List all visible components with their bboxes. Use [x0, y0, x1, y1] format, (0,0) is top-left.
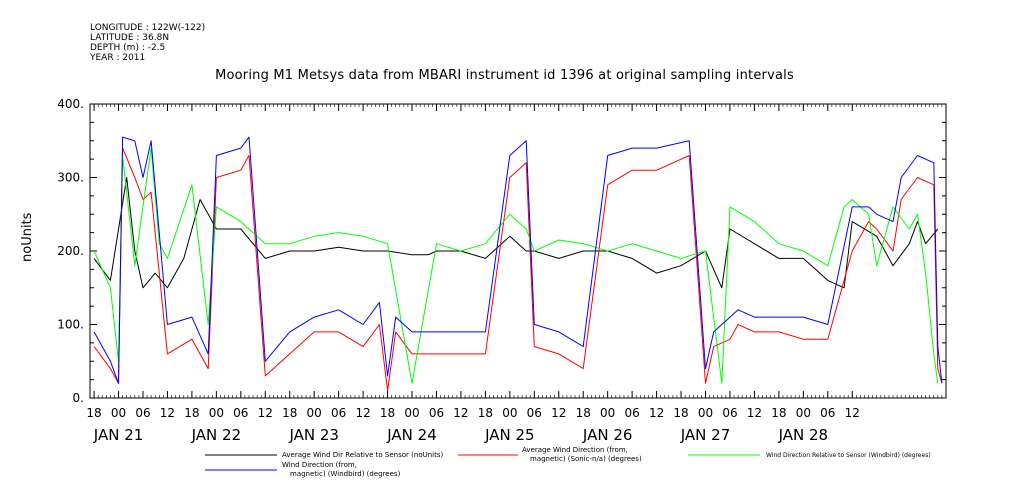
x-tick-label: 06	[135, 406, 150, 420]
x-tick-label: 18	[380, 406, 395, 420]
y-tick-label: 100.	[57, 318, 84, 332]
x-day-label: JAN 22	[191, 426, 242, 444]
x-tick-label: 00	[502, 406, 517, 420]
meta-latitude: LATITUDE : 36.8N	[90, 33, 170, 43]
x-day-label: JAN 26	[582, 426, 633, 444]
legend-label: Average Wind Direction (from, magnetic) (…	[522, 446, 642, 463]
x-tick-label: 00	[796, 406, 811, 420]
x-day-label: JAN 25	[484, 426, 535, 444]
x-tick-label: 06	[331, 406, 346, 420]
legend-label-line: magnetic) (Windbird) (degrees)	[290, 470, 401, 478]
x-day-label: JAN 24	[386, 426, 437, 444]
legend-label-line: Wind Direction (from,	[282, 461, 357, 469]
legend-label-line: Average Wind Direction (from,	[522, 446, 628, 454]
x-tick-label: 12	[649, 406, 664, 420]
x-tick-label: 06	[233, 406, 248, 420]
x-tick-label: 18	[673, 406, 688, 420]
x-tick-label: 00	[209, 406, 224, 420]
y-tick-label: 400.	[57, 97, 84, 111]
x-tick-label: 12	[160, 406, 175, 420]
x-tick-label: 00	[111, 406, 126, 420]
x-tick-label: 00	[600, 406, 615, 420]
legend-label-line: magnetic) (Sonic-n/a) (degrees)	[530, 455, 642, 463]
meta-year: YEAR : 2011	[90, 53, 146, 63]
x-tick-label: 00	[404, 406, 419, 420]
x-tick-label: 00	[698, 406, 713, 420]
x-tick-label: 06	[527, 406, 542, 420]
y-tick-label: 0.	[73, 391, 84, 405]
x-day-label: JAN 28	[778, 426, 829, 444]
x-tick-label: 12	[453, 406, 468, 420]
x-tick-label: 12	[845, 406, 860, 420]
y-tick-label: 300.	[57, 171, 84, 185]
x-tick-label: 12	[355, 406, 370, 420]
x-tick-label: 12	[747, 406, 762, 420]
x-tick-label: 18	[478, 406, 493, 420]
x-day-label: JAN 23	[288, 426, 339, 444]
series-line-average-wind-dir-relative-to-sensor-nounits	[93, 177, 939, 289]
x-tick-label: 18	[771, 406, 786, 420]
legend-label: Average Wind Dir Relative to Sensor (noU…	[282, 451, 443, 459]
x-tick-label: 12	[258, 406, 273, 420]
x-tick-label: 12	[551, 406, 566, 420]
x-tick-label: 18	[86, 406, 101, 420]
meta-depth: DEPTH (m) : -2.5	[90, 43, 166, 53]
x-tick-label: 06	[624, 406, 639, 420]
series-line-average-wind-direction-from-magnetic-sonic-n-a-degrees	[93, 147, 943, 392]
legend-label: Wind Direction (from, magnetic) (Windbird…	[282, 461, 401, 478]
x-tick-label: 18	[184, 406, 199, 420]
chart-title: Mooring M1 Metsys data from MBARI instru…	[215, 68, 794, 83]
y-tick-label: 200.	[57, 244, 84, 258]
x-day-label: JAN 27	[680, 426, 731, 444]
x-tick-label: 00	[307, 406, 322, 420]
legend-label: Wind Direction Relative to Sensor (Windb…	[766, 452, 931, 459]
meta-longitude: LONGITUDE : 122W(-122)	[90, 23, 206, 33]
x-tick-label: 06	[820, 406, 835, 420]
series-line-wind-direction-from-magnetic-windbird-degrees	[93, 136, 943, 384]
x-tick-label: 18	[282, 406, 297, 420]
x-tick-label: 06	[722, 406, 737, 420]
x-tick-label: 06	[429, 406, 444, 420]
x-tick-label: 18	[576, 406, 591, 420]
x-day-label: JAN 21	[93, 426, 144, 444]
